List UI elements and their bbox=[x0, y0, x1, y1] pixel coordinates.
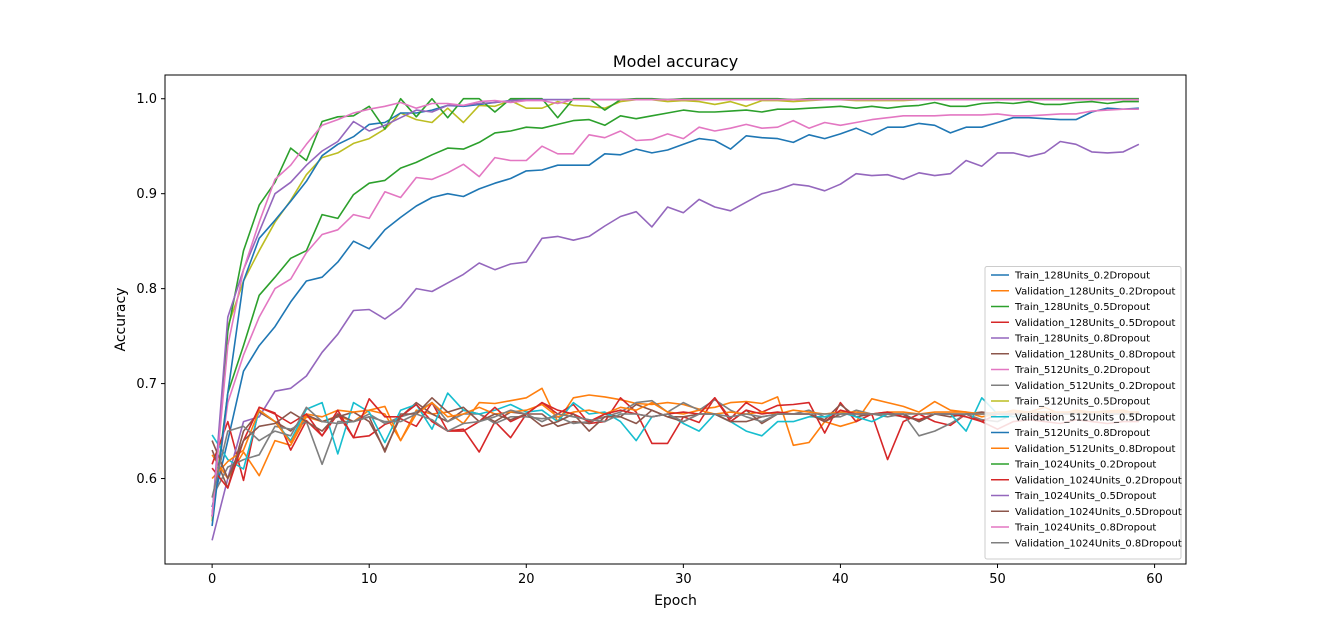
legend-label: Train_512Units_0.8Dropout bbox=[1014, 428, 1150, 439]
legend-label: Train_512Units_0.5Dropout bbox=[1014, 397, 1150, 408]
legend-label: Train_1024Units_0.2Dropout bbox=[1014, 460, 1156, 471]
x-tick-label: 50 bbox=[989, 572, 1006, 587]
series-line-validation_1024units_0.8dropout bbox=[211, 406, 1139, 498]
legend-label: Train_1024Units_0.8Dropout bbox=[1014, 523, 1156, 534]
chart-title: Model accuracy bbox=[613, 52, 738, 71]
series-line-validation_1024units_0.2dropout bbox=[211, 396, 1139, 489]
legend-box bbox=[984, 266, 1182, 560]
legend-label: Validation_1024Units_0.2Dropout bbox=[1015, 475, 1182, 486]
series-line-train_128units_0.2dropout bbox=[211, 107, 1139, 508]
series-line-train_1024units_0.8dropout bbox=[211, 98, 1139, 517]
x-tick-label: 60 bbox=[1146, 572, 1163, 587]
series-line-train_128units_0.5dropout bbox=[211, 100, 1139, 517]
series-line-train_128units_0.8dropout bbox=[211, 140, 1140, 541]
legend-label: Validation_512Units_0.5Dropout bbox=[1015, 412, 1175, 423]
legend-label: Validation_128Units_0.2Dropout bbox=[1015, 286, 1175, 297]
legend-label: Train_1024Units_0.5Dropout bbox=[1014, 491, 1156, 502]
legend-label: Validation_512Units_0.2Dropout bbox=[1015, 381, 1175, 392]
series-layer bbox=[211, 97, 1140, 541]
legend-label: Train_128Units_0.2Dropout bbox=[1014, 271, 1150, 282]
x-tick-label: 10 bbox=[361, 572, 378, 587]
legend: Train_128Units_0.2Dropout Validation_128U… bbox=[984, 266, 1182, 560]
legend-label: Train_128Units_0.5Dropout bbox=[1014, 302, 1150, 313]
x-tick-label: 30 bbox=[675, 572, 692, 587]
y-tick-label: 0.6 bbox=[136, 472, 157, 487]
y-tick-label: 0.9 bbox=[136, 187, 157, 202]
legend-label: Validation_128Units_0.5Dropout bbox=[1015, 318, 1175, 329]
y-tick-label: 1.0 bbox=[136, 92, 157, 107]
y-axis-title: Accuracy bbox=[113, 288, 129, 352]
plot-frame bbox=[164, 74, 1187, 565]
series-line-train_512units_0.2dropout bbox=[211, 108, 1139, 517]
x-axis-title: Epoch bbox=[654, 593, 697, 609]
ticks-layer: 0 10 20 30 40 50 60 0.6 0.7 0.8 0.9 1.0 bbox=[136, 92, 1163, 587]
series-line-validation_128units_0.8dropout bbox=[211, 401, 1139, 489]
series-line-validation_128units_0.2dropout bbox=[211, 387, 1140, 480]
x-tick-label: 0 bbox=[208, 572, 216, 587]
legend-label: Validation_1024Units_0.8Dropout bbox=[1015, 538, 1182, 549]
y-tick-label: 0.8 bbox=[136, 282, 157, 297]
series-line-validation_128units_0.5dropout bbox=[211, 396, 1139, 482]
legend-label: Train_128Units_0.8Dropout bbox=[1014, 334, 1150, 345]
x-tick-label: 40 bbox=[832, 572, 849, 587]
legend-label: Train_512Units_0.2Dropout bbox=[1014, 365, 1150, 376]
legend-label: Validation_1024Units_0.5Dropout bbox=[1015, 507, 1182, 518]
legend-label: Validation_128Units_0.8Dropout bbox=[1015, 349, 1175, 360]
y-tick-label: 0.7 bbox=[136, 377, 157, 392]
x-tick-label: 20 bbox=[518, 572, 535, 587]
legend-label: Validation_512Units_0.8Dropout bbox=[1015, 444, 1175, 455]
